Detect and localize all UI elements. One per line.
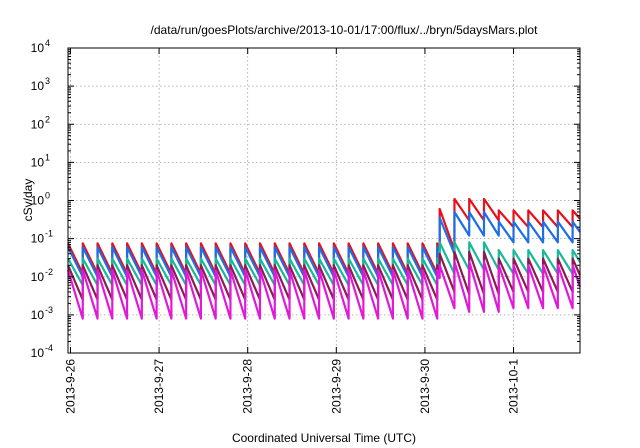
y-axis-label: cSv/day [21,179,35,222]
y-tick-label: 10 [31,41,45,55]
y-tick-label: 10 [31,346,45,360]
y-tick-label: 10 [31,270,45,284]
y-tick-exponent: 4 [45,38,50,48]
y-tick-label: 10 [31,79,45,93]
y-tick-label: 10 [31,232,45,246]
y-tick-exponent: 0 [45,191,50,201]
y-tick-exponent: 3 [45,76,50,86]
y-tick-exponent: -3 [45,305,53,315]
y-tick-label: 10 [31,194,45,208]
x-tick-label: 2013-9-28 [241,359,255,414]
x-tick-label: 2013-9-29 [329,359,343,414]
series-layer [66,197,582,320]
x-tick-label: 2013-10-1 [507,359,521,414]
x-tick-label: 2013-9-26 [63,359,77,414]
series-line-5 [66,260,582,320]
y-tick-exponent: -4 [45,343,53,353]
y-tick-exponent: -1 [45,229,53,239]
x-tick-label: 2013-9-30 [418,359,432,414]
chart-title: /data/run/goesPlots/archive/2013-10-01/1… [151,23,539,37]
y-tick-label: 10 [31,308,45,322]
y-tick-exponent: -2 [45,267,53,277]
grid [68,48,580,353]
y-tick-label: 10 [31,155,45,169]
y-tick-label: 10 [31,117,45,131]
x-axis-label: Coordinated Universal Time (UTC) [232,431,416,445]
y-tick-exponent: 1 [45,152,50,162]
y-tick-exponent: 2 [45,114,50,124]
x-tick-label: 2013-9-27 [152,359,166,414]
